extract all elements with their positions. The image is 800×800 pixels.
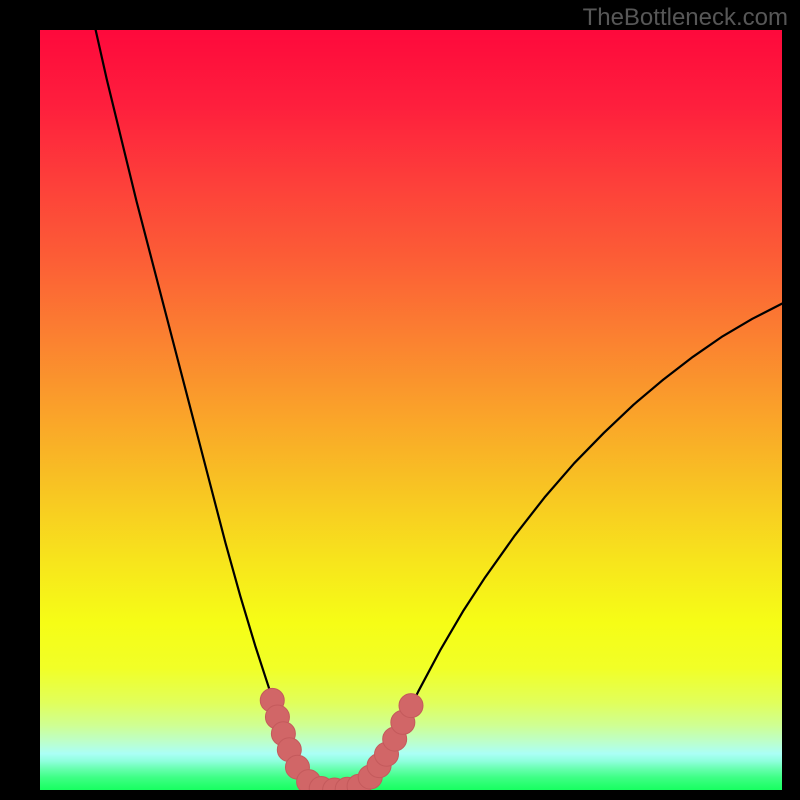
- watermark-text: TheBottleneck.com: [583, 4, 788, 32]
- chart-frame: TheBottleneck.com: [0, 0, 800, 800]
- curve-marker: [399, 694, 423, 718]
- gradient-background: [40, 30, 782, 790]
- chart-svg: [40, 30, 782, 790]
- plot-area: [40, 30, 782, 790]
